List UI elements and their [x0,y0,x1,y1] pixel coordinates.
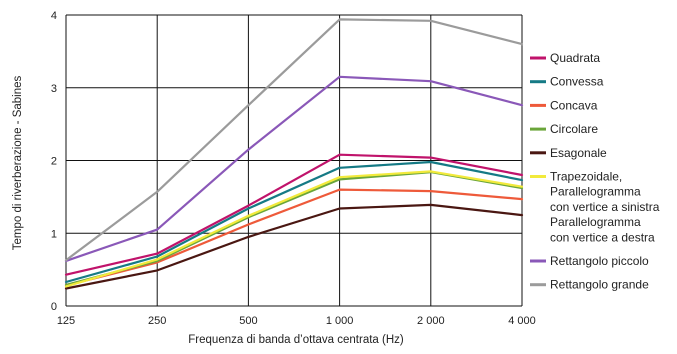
legend-label: Rettangolo grande [550,278,649,292]
series-line-convessa [64,160,524,284]
legend: Quadrata Convessa Concava Circolare Esagonal… [530,51,660,292]
x-tick-label: 250 [148,315,166,327]
legend-label: Parallelogramma [550,185,641,199]
series-line-esagonale [64,203,524,290]
legend-label: Esagonale [550,146,607,160]
series-line-rettangolo-piccolo [64,75,524,262]
tick-labels: 0 1 2 3 4 125 250 500 1 000 2 000 4 000 [51,10,536,327]
x-tick-label: 4 000 [508,315,536,327]
legend-label: con vertice a sinistra [550,200,660,214]
legend-label: con vertice a destra [550,230,655,244]
legend-label: Parallelogramma [550,215,641,229]
legend-label: Circolare [550,122,598,136]
legend-label: Quadrata [550,51,600,65]
y-tick-label: 4 [51,10,57,22]
series-line-concava [64,188,524,287]
y-tick-label: 1 [51,228,57,240]
legend-label: Convessa [550,75,604,89]
y-tick-label: 3 [51,83,57,95]
x-tick-label: 125 [57,315,75,327]
grid [65,14,523,307]
series-lines [64,18,524,290]
series-line-quadrata [64,153,524,276]
legend-label: Concava [550,98,598,112]
series-line-trapezoidale [64,170,524,288]
series-line-rettangolo-grande [64,18,524,262]
y-axis-title: Tempo di riverberazione - Sabines [12,76,24,251]
x-tick-label: 1 000 [326,315,354,327]
legend-label: Rettangolo piccolo [550,254,649,268]
y-tick-label: 0 [51,301,57,313]
x-axis-title: Frequenza di banda d’ottava centrata (Hz… [188,334,404,346]
y-tick-label: 2 [51,156,57,168]
legend-label: Trapezoidale, [550,170,622,184]
x-tick-label: 500 [239,315,257,327]
x-tick-label: 2 000 [417,315,445,327]
